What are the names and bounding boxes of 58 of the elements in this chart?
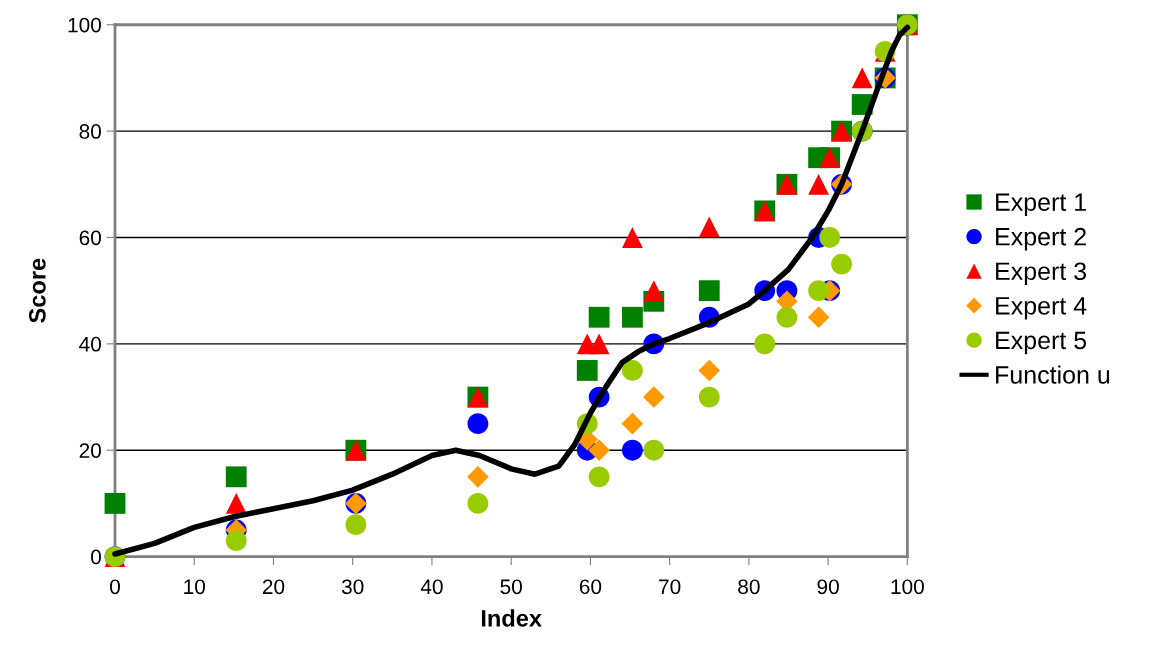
point [621,306,643,328]
y-tick-label: 40 [79,336,101,352]
x-axis-title: Index [481,609,542,627]
x-tick-label: 0 [110,579,120,595]
point [643,439,665,461]
x-tick-label: 80 [738,579,760,595]
y-axis-title: Score [29,258,46,323]
point [576,360,598,381]
x-tick-label: 100 [891,579,924,595]
x-tick-label: 60 [579,579,602,595]
point [776,306,798,328]
point [808,280,830,302]
point [698,359,721,382]
point [104,493,126,514]
point [621,227,643,248]
point [588,333,610,355]
point [225,530,247,552]
point [225,493,247,514]
point [698,216,720,238]
point [588,306,610,328]
y-tick-label: 100 [68,17,101,33]
point [754,333,776,355]
legend-label: Expert 4 [996,297,1087,320]
point [225,466,247,488]
legend-label: Expert 1 [996,193,1086,216]
point [698,280,720,302]
point [807,306,830,329]
x-tick-label: 30 [341,579,364,595]
point [819,227,841,248]
point [621,360,643,381]
point [621,412,644,435]
point [851,67,873,89]
x-tick-label: 40 [420,579,443,595]
point [467,493,489,514]
x-tick-label: 70 [659,579,681,595]
point [467,466,489,488]
x-tick-label: 20 [262,579,285,595]
y-tick-label: 20 [79,443,101,458]
x-tick-label: 90 [817,579,839,595]
point [643,386,665,408]
point [621,439,643,461]
y-tick-label: 80 [79,124,101,139]
x-tick-label: 10 [184,579,206,595]
point [808,173,830,195]
legend-label: Expert 5 [996,331,1087,355]
point [467,413,489,435]
point [698,386,720,408]
point [588,466,610,488]
legend-label: Expert 2 [996,227,1086,251]
x-tick-label: 50 [500,579,522,595]
legend-label: Function u [996,365,1110,384]
point [831,253,852,275]
y-tick-label: 0 [91,549,101,565]
point [643,280,665,302]
y-tick-label: 60 [79,230,101,246]
point [345,514,367,536]
point [588,439,610,462]
legend-label: Expert 3 [996,262,1087,286]
